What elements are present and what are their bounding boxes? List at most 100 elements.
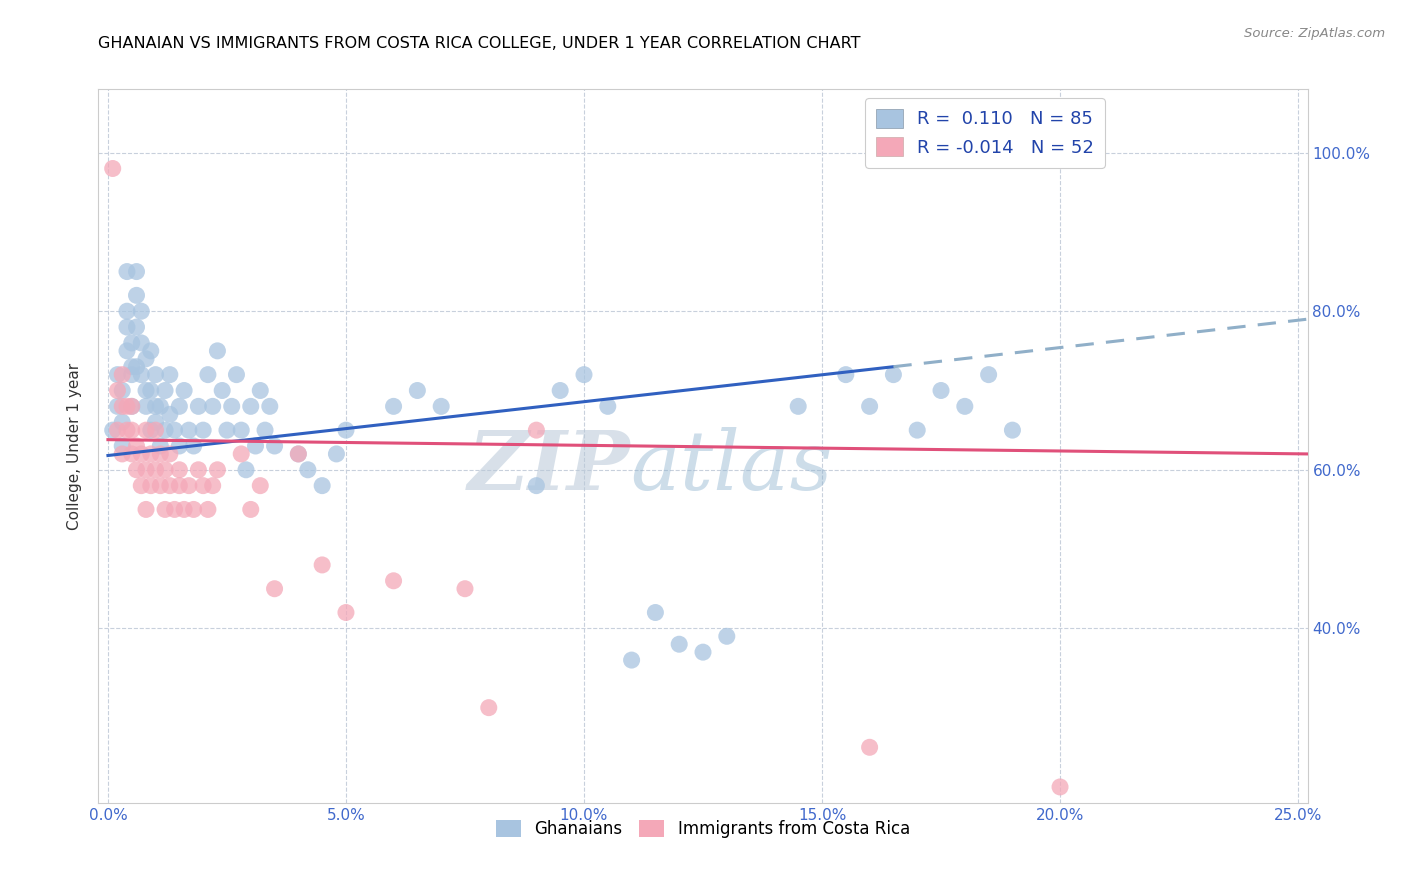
Point	[215, 423, 238, 437]
Point	[159, 368, 181, 382]
Point	[201, 478, 224, 492]
Point	[139, 447, 162, 461]
Point	[129, 368, 152, 382]
Point	[287, 447, 309, 461]
Point	[107, 384, 129, 398]
Point	[121, 400, 143, 414]
Point	[111, 384, 134, 398]
Point	[125, 439, 148, 453]
Point	[145, 415, 167, 429]
Point	[382, 574, 405, 588]
Point	[259, 400, 281, 414]
Point	[125, 288, 148, 302]
Point	[1049, 780, 1071, 794]
Point	[207, 343, 229, 358]
Point	[115, 320, 138, 334]
Point	[478, 700, 501, 714]
Point	[239, 400, 262, 414]
Point	[135, 384, 157, 398]
Point	[311, 478, 333, 492]
Point	[115, 400, 138, 414]
Point	[129, 335, 152, 350]
Point	[177, 423, 200, 437]
Point	[859, 400, 882, 414]
Point	[135, 351, 157, 366]
Point	[101, 423, 124, 437]
Point	[153, 463, 176, 477]
Point	[129, 447, 152, 461]
Point	[548, 384, 571, 398]
Point	[454, 582, 477, 596]
Point	[263, 582, 285, 596]
Point	[153, 423, 176, 437]
Point	[929, 384, 952, 398]
Point	[153, 502, 176, 516]
Point	[115, 423, 138, 437]
Point	[121, 368, 143, 382]
Point	[135, 502, 157, 516]
Text: Source: ZipAtlas.com: Source: ZipAtlas.com	[1244, 27, 1385, 40]
Point	[121, 423, 143, 437]
Point	[107, 423, 129, 437]
Point	[173, 384, 195, 398]
Point	[335, 423, 357, 437]
Point	[125, 463, 148, 477]
Point	[139, 423, 162, 437]
Point	[115, 343, 138, 358]
Point	[169, 463, 191, 477]
Point	[111, 368, 134, 382]
Point	[115, 264, 138, 278]
Point	[524, 478, 547, 492]
Point	[115, 304, 138, 318]
Point	[125, 359, 148, 374]
Point	[121, 447, 143, 461]
Text: atlas: atlas	[630, 427, 832, 508]
Point	[149, 439, 172, 453]
Point	[149, 447, 172, 461]
Point	[231, 423, 253, 437]
Point	[135, 463, 157, 477]
Point	[159, 447, 181, 461]
Point	[129, 478, 152, 492]
Point	[163, 423, 186, 437]
Point	[406, 384, 429, 398]
Point	[169, 478, 191, 492]
Point	[644, 606, 666, 620]
Point	[111, 400, 134, 414]
Point	[191, 423, 214, 437]
Point	[121, 359, 143, 374]
Point	[187, 400, 209, 414]
Point	[239, 502, 262, 516]
Point	[125, 320, 148, 334]
Point	[905, 423, 928, 437]
Point	[111, 439, 134, 453]
Point	[221, 400, 243, 414]
Point	[249, 384, 271, 398]
Point	[107, 368, 129, 382]
Point	[335, 606, 357, 620]
Point	[225, 368, 247, 382]
Point	[129, 304, 152, 318]
Point	[297, 463, 319, 477]
Point	[953, 400, 976, 414]
Point	[139, 384, 162, 398]
Point	[668, 637, 690, 651]
Point	[145, 423, 167, 437]
Legend: Ghanaians, Immigrants from Costa Rica: Ghanaians, Immigrants from Costa Rica	[489, 813, 917, 845]
Point	[145, 463, 167, 477]
Point	[135, 400, 157, 414]
Point	[207, 463, 229, 477]
Point	[163, 502, 186, 516]
Point	[145, 400, 167, 414]
Point	[1001, 423, 1024, 437]
Point	[111, 415, 134, 429]
Point	[159, 478, 181, 492]
Point	[249, 478, 271, 492]
Point	[287, 447, 309, 461]
Point	[201, 400, 224, 414]
Point	[325, 447, 347, 461]
Point	[183, 439, 205, 453]
Point	[882, 368, 904, 382]
Point	[149, 400, 172, 414]
Point	[177, 478, 200, 492]
